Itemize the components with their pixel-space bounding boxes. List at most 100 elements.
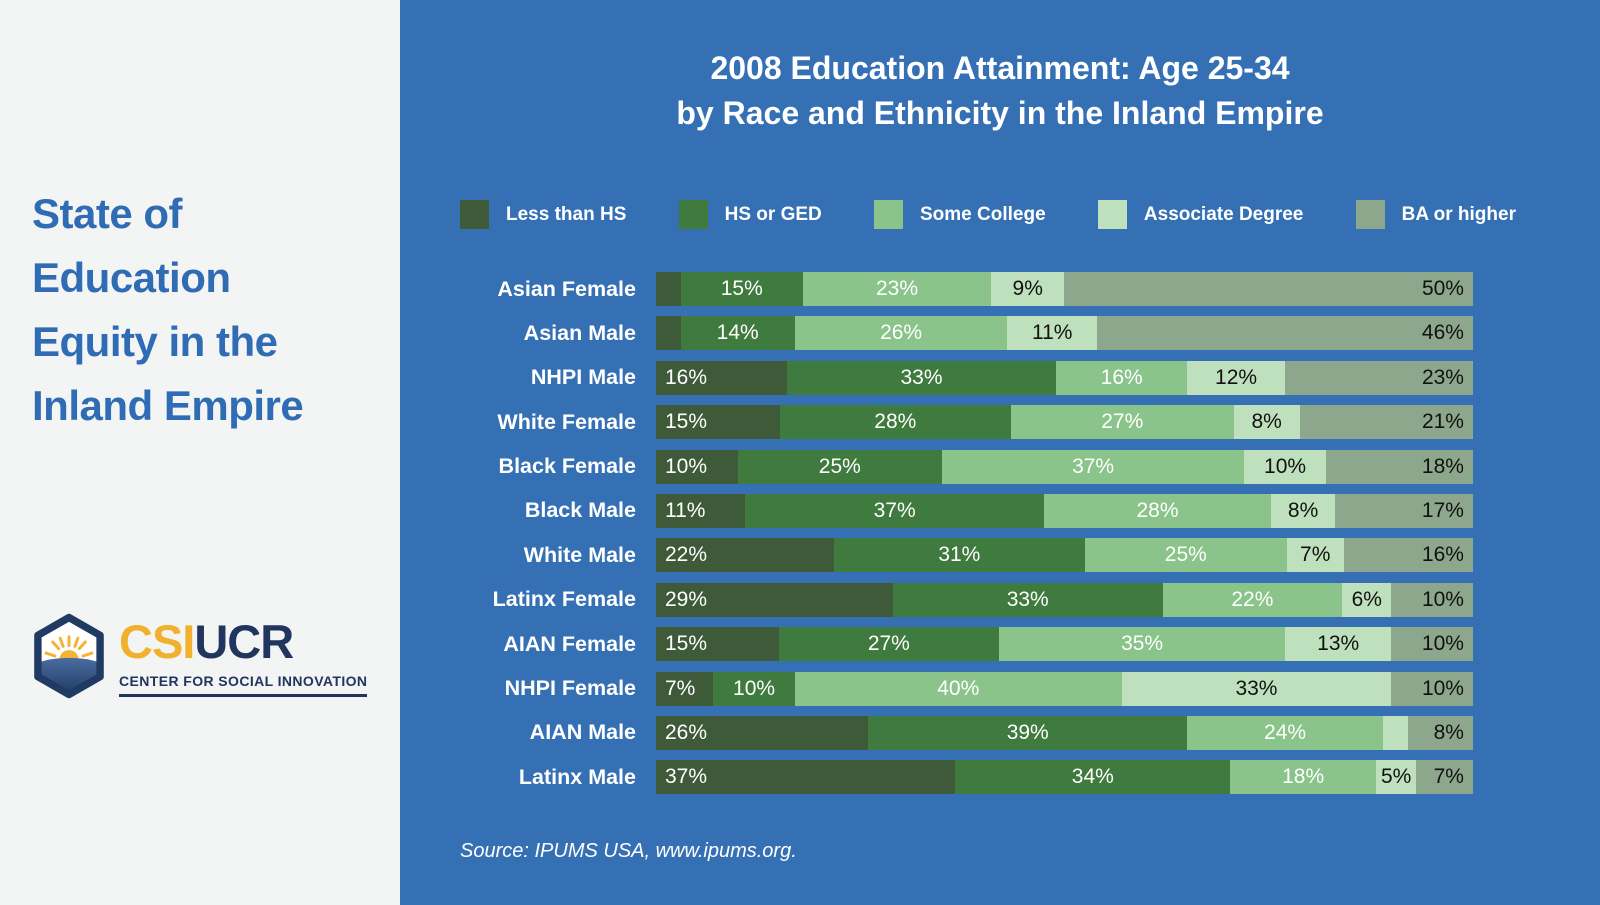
bar-segment	[1383, 715, 1408, 750]
bar-segment-label: 35%	[1121, 632, 1164, 656]
bar-segment-label: 50%	[1421, 277, 1464, 300]
bar-segment: 10%	[1244, 449, 1326, 484]
bar-segment-label: 15%	[720, 277, 763, 300]
bar-segment-label: 8%	[1251, 410, 1282, 434]
bar-row: Latinx Female 29% 33% 22% 6% 10%	[456, 582, 1473, 617]
bar-segment-label: 27%	[1101, 410, 1144, 434]
sun-hexagon-logo-icon	[34, 613, 104, 699]
bar-row: AIAN Male 26% 39% 24% 8%	[456, 715, 1473, 750]
bar-segment-label: 9%	[1012, 277, 1043, 300]
report-title-line: Equity in the	[32, 318, 278, 365]
bar-segment: 24%	[1187, 715, 1384, 750]
bar-segment-label: 21%	[1421, 410, 1464, 434]
stacked-bar: 22% 31% 25% 7% 16%	[656, 538, 1473, 573]
bar-segment: 40%	[794, 671, 1122, 706]
bar-segment: 5%	[1375, 760, 1417, 795]
bar-segment: 25%	[1084, 538, 1287, 573]
bar-row: White Male 22% 31% 25% 7% 16%	[456, 538, 1473, 573]
chart-title: 2008 Education Attainment: Age 25-34 by …	[400, 46, 1600, 136]
bar-segment-label: 39%	[1006, 720, 1049, 744]
bar-segment-label: 7%	[1433, 765, 1464, 789]
row-label: Latinx Female	[492, 587, 636, 612]
bar-segment-label: 23%	[1421, 365, 1464, 389]
bar-segment: 6%	[1342, 582, 1392, 617]
bar-segment-label: 22%	[1231, 587, 1274, 611]
bar-segment: 13%	[1285, 627, 1392, 662]
bar-segment: 9%	[990, 272, 1065, 306]
bar-segment-label: 11%	[1031, 321, 1073, 345]
row-label: AIAN Male	[529, 720, 636, 745]
bar-segment: 10%	[1391, 671, 1473, 706]
chart-title-line2: by Race and Ethnicity in the Inland Empi…	[676, 95, 1324, 131]
chart-panel: 2008 Education Attainment: Age 25-34 by …	[400, 0, 1600, 905]
bar-row: Asian Male 14% 26% 11% 46%	[456, 316, 1473, 351]
bar-segment: 11%	[1007, 316, 1098, 351]
bar-segment-label: 29%	[665, 587, 708, 611]
bar-segment-label: 37%	[1072, 454, 1115, 478]
logo-acronym: CSIUCR	[119, 618, 367, 666]
bar-segment: 29%	[656, 582, 893, 617]
bar-segment-label: 18%	[1282, 765, 1325, 789]
bar-segment-label: 40%	[937, 676, 980, 700]
stacked-bar: 37% 34% 18% 5% 7%	[656, 760, 1473, 795]
bar-segment-label: 25%	[818, 454, 861, 478]
row-label: Asian Male	[523, 320, 636, 345]
bar-segment-label: 12%	[1215, 365, 1258, 389]
legend-label: HS or GED	[724, 203, 822, 225]
bar-segment: 12%	[1187, 360, 1286, 395]
bar-segment-label: 31%	[938, 543, 981, 567]
bar-row: Latinx Male 37% 34% 18% 5% 7%	[456, 760, 1473, 795]
legend-label: Less than HS	[506, 203, 627, 225]
bar-segment-label: 10%	[1421, 676, 1464, 700]
bar-segment: 33%	[892, 582, 1163, 617]
legend-item: HS or GED	[678, 200, 822, 229]
bar-segment: 16%	[1056, 360, 1188, 395]
bar-segment: 37%	[744, 493, 1045, 528]
bar-segment-label: 33%	[900, 365, 943, 389]
bar-segment-label: 16%	[1421, 543, 1464, 567]
bar-segment-label: 18%	[1421, 454, 1464, 478]
bar-segment-label: 13%	[1317, 632, 1360, 656]
bar-segment: 28%	[779, 405, 1011, 440]
bar-segment-label: 14%	[716, 321, 759, 345]
bar-segment: 37%	[941, 449, 1245, 484]
bar-segment: 46%	[1097, 316, 1473, 351]
stacked-bar: 26% 39% 24% 8%	[656, 715, 1473, 750]
legend-label: Associate Degree	[1143, 203, 1304, 225]
logo-text: CSIUCR CENTER FOR SOCIAL INNOVATION	[119, 610, 368, 697]
bar-segment: 35%	[999, 627, 1286, 662]
row-label: Latinx Male	[518, 764, 636, 789]
bar-row: Asian Female 15% 23% 9% 50%	[456, 272, 1473, 306]
sidebar: State of Education Equity in the Inland …	[0, 0, 400, 905]
bar-row: White Female 15% 28% 27% 8% 21%	[456, 405, 1473, 440]
bar-segment: 23%	[803, 272, 991, 306]
row-label: Asian Female	[497, 276, 636, 301]
bar-segment: 15%	[656, 405, 780, 440]
bar-segment-label: 6%	[1351, 587, 1382, 611]
bar-segment: 18%	[1230, 760, 1376, 795]
bar-segment: 33%	[1121, 671, 1392, 706]
bar-segment: 10%	[656, 449, 738, 484]
bar-segment-label: 28%	[1136, 498, 1179, 522]
row-label: White Male	[523, 542, 636, 567]
bar-row: NHPI Female 7% 10% 40% 33% 10%	[456, 671, 1473, 706]
row-label: NHPI Female	[504, 676, 636, 701]
csi-ucr-logo: CSIUCR CENTER FOR SOCIAL INNOVATION	[32, 610, 400, 702]
row-label: AIAN Female	[503, 631, 636, 656]
stacked-bar: 7% 10% 40% 33% 10%	[656, 671, 1473, 706]
bar-segment-label: 37%	[665, 765, 708, 789]
bar-segment-label: 37%	[873, 498, 916, 522]
bar-segment-label: 10%	[1421, 587, 1464, 611]
bar-segment: 37%	[656, 760, 956, 795]
bar-segment: 11%	[656, 493, 745, 528]
bar-segment-label: 16%	[1100, 365, 1143, 389]
bar-segment: 25%	[737, 449, 942, 484]
bar-segment: 8%	[1270, 493, 1336, 528]
bar-segment-label: 26%	[665, 720, 708, 744]
bar-segment: 27%	[1010, 405, 1234, 440]
legend-item: Less than HS	[460, 200, 626, 229]
bar-segment-label: 28%	[874, 410, 917, 434]
row-label: White Female	[497, 409, 636, 434]
bar-segment	[656, 316, 681, 351]
bar-segment: 50%	[1064, 272, 1473, 306]
